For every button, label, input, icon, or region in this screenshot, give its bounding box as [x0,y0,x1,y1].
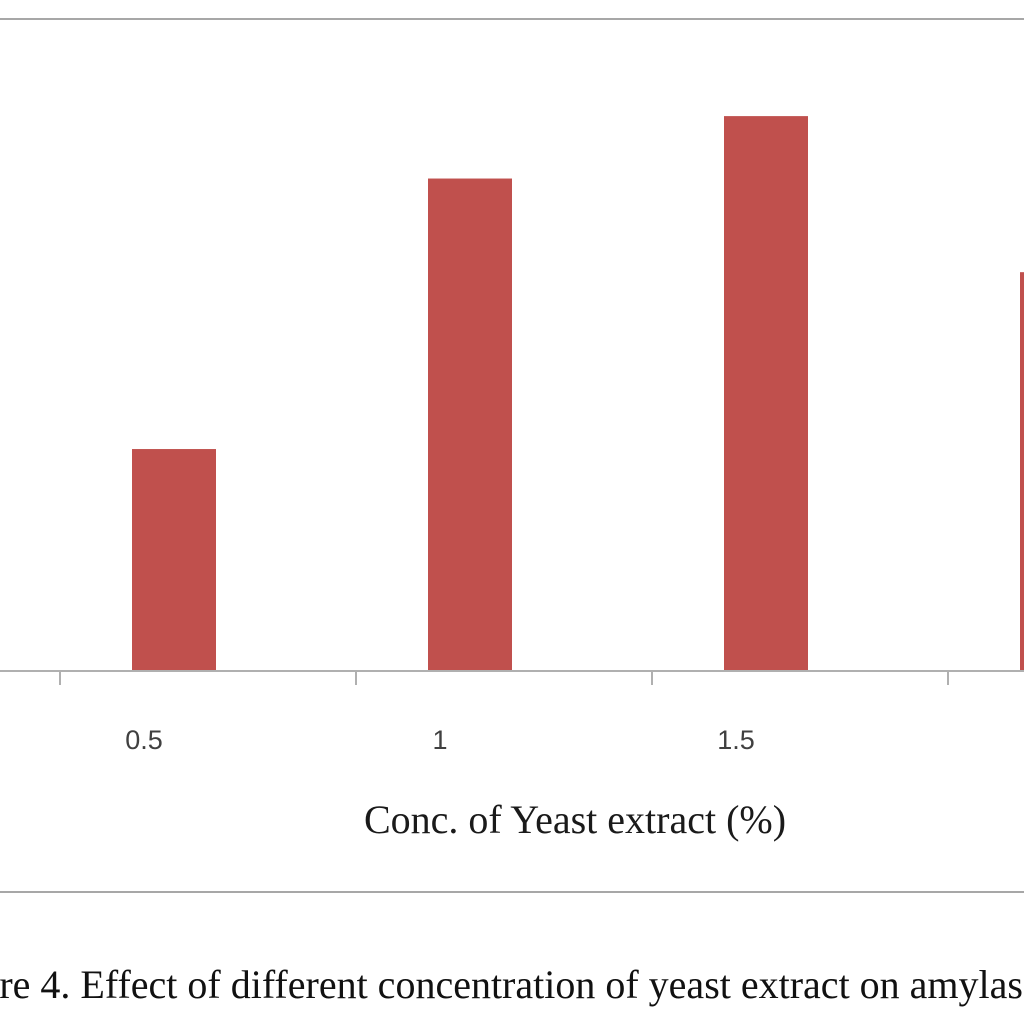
x-axis-title: Conc. of Yeast extract (%) [364,797,786,842]
figure-caption: Figure 4. Effect of different concentrat… [0,962,1024,1007]
bar-1 [428,178,512,671]
bar-1.5 [724,116,808,671]
x-axis-ticks [59,671,949,685]
bar-0.5 [132,449,216,671]
x-tick-label: 1 [432,725,447,755]
bars-group [132,116,1024,671]
x-tick-label: 1.5 [717,725,755,755]
x-tick-label: 0.5 [125,725,163,755]
bar-2 [1020,272,1024,671]
x-tick-labels: 0.511.52 [125,725,755,755]
